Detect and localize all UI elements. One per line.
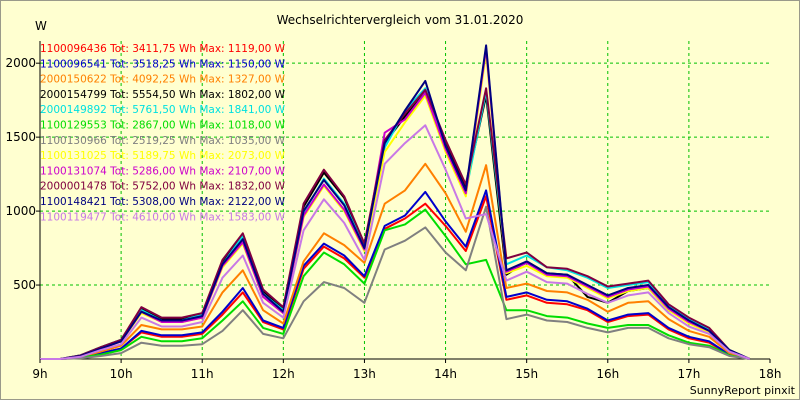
x-tick-label-1: 10h bbox=[110, 367, 133, 381]
legend-entry-2000001478: 2000001478 Tot: 5752,00 Wh Max: 1832,00 … bbox=[40, 181, 286, 193]
x-tick-label-4: 13h bbox=[353, 367, 376, 381]
x-tick-label-0: 9h bbox=[32, 367, 47, 381]
legend-entry-1100129553: 1100129553 Tot: 2867,00 Wh Max: 1018,00 … bbox=[40, 120, 286, 132]
series-line-1100129553 bbox=[40, 208, 750, 360]
legend-entry-2000154799: 2000154799 Tot: 5554,50 Wh Max: 1802,00 … bbox=[40, 89, 286, 101]
x-tick-label-5: 14h bbox=[434, 367, 457, 381]
y-tick-label-2: 1500 bbox=[5, 130, 36, 144]
x-tick-label-2: 11h bbox=[191, 367, 214, 381]
x-tick-label-8: 17h bbox=[677, 367, 700, 381]
legend-entry-1100148421: 1100148421 Tot: 5308,00 Wh Max: 2122,00 … bbox=[40, 196, 286, 208]
footer-credit: SunnyReport pinxit bbox=[690, 384, 796, 397]
y-tick-label-1: 1000 bbox=[5, 204, 36, 218]
x-axis-ticks: 9h 10h 11h 12h 13h 14h 15h 16h 17h 18h bbox=[32, 359, 781, 381]
y-tick-label-3: 2000 bbox=[5, 56, 36, 70]
legend-entry-1100131074: 1100131074 Tot: 5286,00 Wh Max: 2107,00 … bbox=[40, 165, 286, 177]
y-axis-unit: W bbox=[35, 19, 47, 33]
legend-entry-1100119477: 1100119477 Tot: 4610,00 Wh Max: 1583,00 … bbox=[40, 211, 286, 223]
series-line-1100130966 bbox=[40, 205, 750, 360]
series-lines bbox=[40, 44, 751, 360]
x-tick-label-3: 12h bbox=[272, 367, 295, 381]
legend-entry-2000149892: 2000149892 Tot: 5761,50 Wh Max: 1841,00 … bbox=[40, 104, 286, 116]
legend-entry-1100131025: 1100131025 Tot: 5189,75 Wh Max: 2073,00 … bbox=[40, 150, 286, 162]
x-tick-label-9: 18h bbox=[759, 367, 782, 381]
x-tick-label-7: 16h bbox=[596, 367, 619, 381]
y-tick-label-0: 500 bbox=[13, 278, 36, 292]
legend: 1100096436 Tot: 3411,75 Wh Max: 1119,00 … bbox=[40, 43, 286, 223]
legend-entry-2000150622: 2000150622 Tot: 4092,25 Wh Max: 1327,00 … bbox=[40, 74, 286, 86]
y-axis-ticks: 500 1000 1500 2000 bbox=[5, 56, 40, 292]
series-line-2000150622 bbox=[40, 162, 750, 360]
series-line-1100148421 bbox=[40, 44, 751, 360]
legend-entry-1100096436: 1100096436 Tot: 3411,75 Wh Max: 1119,00 … bbox=[40, 43, 286, 55]
legend-entry-1100130966: 1100130966 Tot: 2519,25 Wh Max: 1035,00 … bbox=[40, 135, 286, 147]
axes bbox=[39, 41, 770, 360]
series-line-1100096541 bbox=[40, 189, 750, 360]
series-line-1100119477 bbox=[40, 124, 751, 360]
x-tick-label-6: 15h bbox=[515, 367, 538, 381]
legend-entry-1100096541: 1100096541 Tot: 3518,25 Wh Max: 1150,00 … bbox=[40, 58, 286, 70]
chart-title: Wechselrichtervergleich vom 31.01.2020 bbox=[277, 13, 524, 27]
series-line-1100096436 bbox=[40, 195, 750, 360]
